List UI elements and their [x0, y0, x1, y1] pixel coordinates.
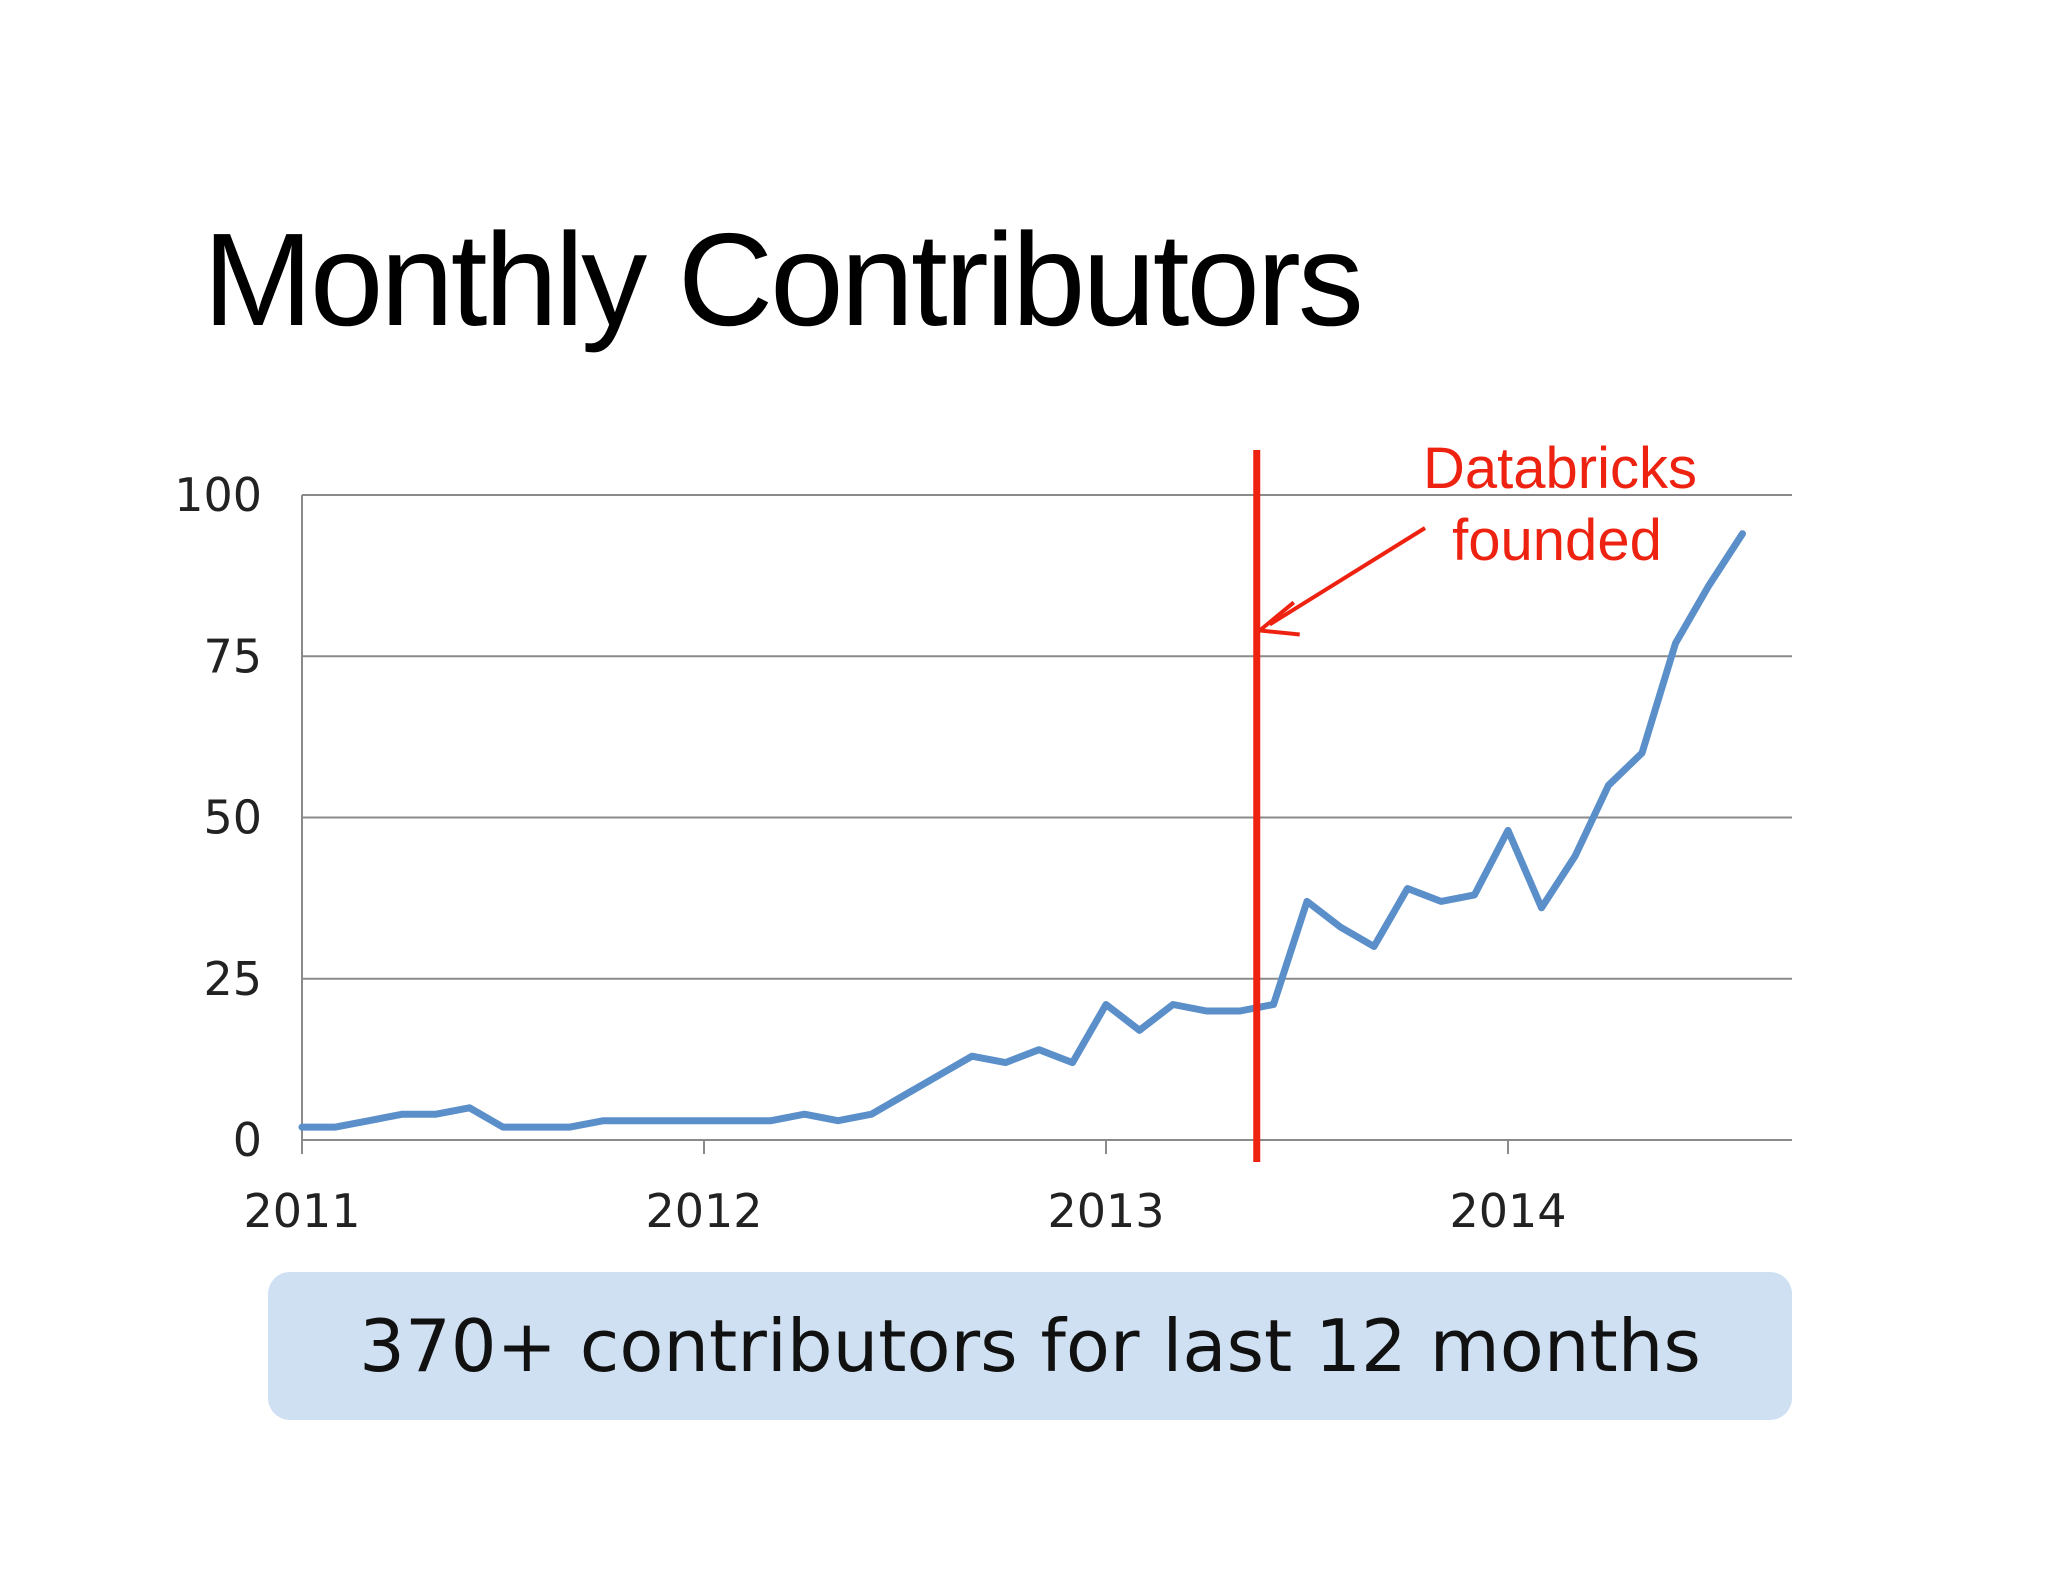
- data-point: [1237, 1008, 1243, 1014]
- data-point: [634, 1118, 640, 1124]
- annotation-arrow-shaft: [1268, 526, 1427, 627]
- x-tick-label-2014: 2014: [1449, 1184, 1566, 1238]
- y-tick-label-25: 25: [203, 952, 262, 1006]
- data-point: [1070, 1060, 1076, 1066]
- data-point: [1639, 750, 1645, 756]
- data-point: [333, 1124, 339, 1130]
- series-layer: [298, 530, 1746, 1131]
- grid-lines: [302, 494, 1792, 980]
- data-point: [534, 1124, 540, 1130]
- data-point: [1003, 1060, 1009, 1066]
- data-point: [1170, 1002, 1176, 1008]
- data-point: [802, 1111, 808, 1117]
- data-point: [1271, 1002, 1277, 1008]
- x-tick-labels: 2011 2012 2013 2014: [243, 1184, 1566, 1238]
- data-point: [433, 1111, 439, 1117]
- x-tick-label-2011: 2011: [243, 1184, 360, 1238]
- callout-text: 370+ contributors for last 12 months: [359, 1304, 1701, 1388]
- data-point: [1405, 885, 1411, 891]
- data-point: [1304, 898, 1310, 904]
- data-point: [500, 1124, 506, 1130]
- annotation-arrow-head: [1254, 600, 1300, 637]
- data-point: [735, 1118, 741, 1124]
- data-point: [768, 1118, 774, 1124]
- data-point: [835, 1118, 841, 1124]
- data-point: [902, 1092, 908, 1098]
- data-point: [601, 1118, 607, 1124]
- data-point: [668, 1118, 674, 1124]
- data-point: [299, 1124, 305, 1130]
- y-tick-labels: 0 25 50 75 100: [174, 468, 262, 1167]
- callout-box: 370+ contributors for last 12 months: [268, 1272, 1792, 1420]
- data-point: [1505, 827, 1511, 833]
- data-point: [1539, 905, 1545, 911]
- data-point: [1438, 898, 1444, 904]
- annotation-label-line1: Databricks: [1423, 436, 1697, 501]
- y-tick-label-50: 50: [203, 791, 262, 845]
- data-point: [1706, 582, 1712, 588]
- annotation-label-line2: founded: [1452, 508, 1662, 573]
- y-tick-label-75: 75: [203, 629, 262, 683]
- data-point: [969, 1053, 975, 1059]
- data-point: [1673, 640, 1679, 646]
- x-tick-label-2013: 2013: [1047, 1184, 1164, 1238]
- data-point: [1137, 1027, 1143, 1033]
- data-point: [1371, 944, 1377, 950]
- series-line-0: [298, 530, 1746, 1131]
- data-point: [869, 1111, 875, 1117]
- y-tick-label-0: 0: [233, 1113, 262, 1167]
- axes: [301, 495, 1792, 1154]
- x-tick-label-2012: 2012: [645, 1184, 762, 1238]
- data-point: [1338, 924, 1344, 930]
- data-point: [1103, 1002, 1109, 1008]
- data-point: [1572, 853, 1578, 859]
- data-point: [366, 1118, 372, 1124]
- data-point: [567, 1124, 573, 1130]
- data-point: [1036, 1047, 1042, 1053]
- data-point: [1740, 531, 1746, 537]
- data-point: [400, 1111, 406, 1117]
- data-point: [1606, 782, 1612, 788]
- y-tick-label-100: 100: [174, 468, 262, 522]
- data-point: [936, 1073, 942, 1079]
- data-point: [701, 1118, 707, 1124]
- data-point: [1472, 892, 1478, 898]
- slide-title: Monthly Contributors: [203, 206, 1364, 353]
- annotation-layer: Databricks founded: [1253, 436, 1697, 1162]
- data-point: [467, 1105, 473, 1111]
- data-point: [1204, 1008, 1210, 1014]
